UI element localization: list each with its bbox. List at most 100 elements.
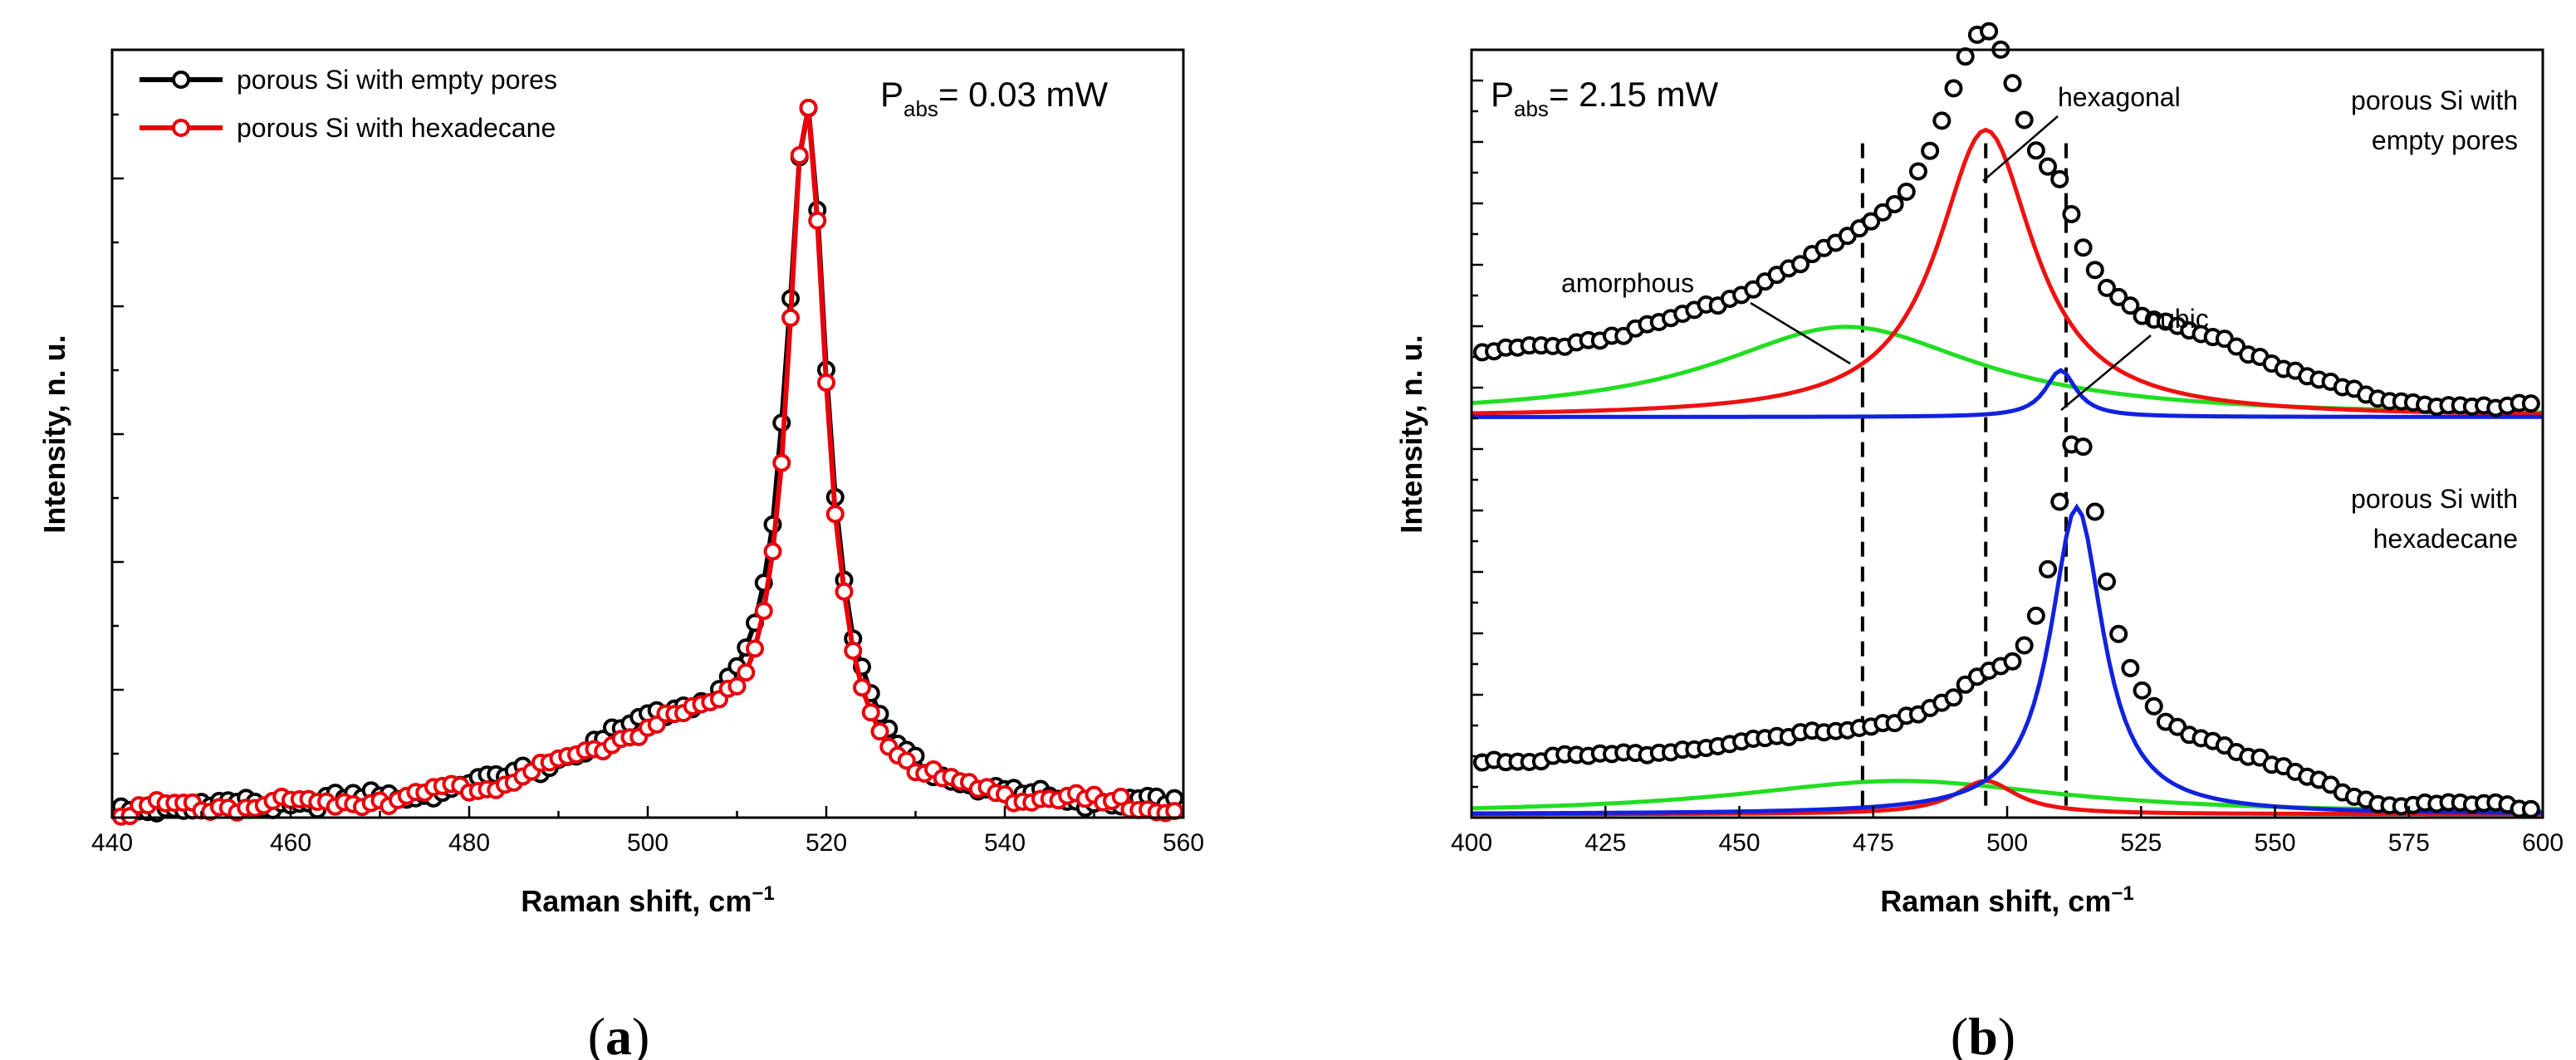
panel-label-a: (a) xyxy=(588,1007,650,1060)
data-point-empty-pores xyxy=(2039,157,2058,176)
x-tick-label-a: 560 xyxy=(1163,829,1204,857)
x-tick-label-b: 600 xyxy=(2522,829,2564,857)
x-tick-label-a: 480 xyxy=(448,829,490,857)
x-axis-label-b: Raman shift, cm−1 xyxy=(1880,882,2133,918)
data-point-hexadecane xyxy=(772,453,791,472)
pabs-sub-b: abs xyxy=(1514,96,1549,121)
data-point-hexadecane xyxy=(2085,502,2104,521)
data-point-empty-pores xyxy=(2097,278,2116,297)
data-point-empty-pores xyxy=(2085,261,2104,280)
data-point-empty-pores xyxy=(2109,287,2128,306)
data-point-empty-pores xyxy=(1908,162,1927,181)
chart-panel-b: 400 425 450 475 500 525 550 575 600 Pabs= 2.15 m… xyxy=(1394,22,2564,1060)
data-point-hexadecane xyxy=(2144,696,2163,716)
pabs-main-b: P xyxy=(1491,75,1514,114)
data-point-hexadecane xyxy=(870,722,889,741)
component-label-amorphous: amorphous xyxy=(1561,268,1694,298)
series-label-empty-pores-line2: empty pores xyxy=(2372,125,2518,155)
x-tick-label-a: 440 xyxy=(91,829,133,857)
data-point-hexadecane xyxy=(727,677,747,696)
series-label-empty-pores-line1: porous Si with xyxy=(2351,85,2518,115)
x-tick-label-b: 450 xyxy=(1718,829,1760,857)
pointer-hexagonal xyxy=(1982,115,2059,182)
x-axis-label-a: Raman shift, cm−1 xyxy=(521,882,774,918)
pointer-cubic xyxy=(2060,335,2152,411)
data-point-hexadecane xyxy=(2097,572,2116,591)
data-point-hexadecane xyxy=(2074,437,2093,457)
panel-label-b: (b) xyxy=(1951,1007,2015,1060)
x-tick-label-b: 475 xyxy=(1853,829,1894,857)
data-point-hexadecane xyxy=(2050,492,2069,511)
data-point-hexadecane xyxy=(2521,799,2540,818)
axes-frame-a xyxy=(110,48,1185,819)
data-point-hexadecane xyxy=(808,211,827,230)
data-point-hexadecane xyxy=(2026,606,2045,625)
data-point-empty-pores xyxy=(1791,255,1810,274)
data-point-hexadecane xyxy=(2109,624,2128,643)
data-point-hexadecane xyxy=(746,639,764,658)
x-tick-label-b: 550 xyxy=(2254,829,2295,857)
legend-a: porous Si with empty pores porous Si wit… xyxy=(140,65,557,143)
component-curve-cubic-empty-pores xyxy=(1471,368,2544,419)
data-point-empty-pores xyxy=(2050,169,2069,188)
data-point-empty-pores xyxy=(1862,212,1881,231)
x-tick-label-a: 540 xyxy=(984,829,1026,857)
pabs-value-b: = 2.15 mW xyxy=(1549,75,1719,114)
data-point-empty-pores xyxy=(1944,79,1963,98)
data-point-hexadecane xyxy=(825,505,845,524)
pointer-amorphous xyxy=(1750,301,1851,365)
series-label-hexadecane-line1: porous Si with xyxy=(2351,484,2518,514)
data-point-hexadecane xyxy=(2039,559,2058,579)
data-point-hexadecane xyxy=(781,308,800,327)
data-point-hexadecane xyxy=(1944,688,1963,707)
data-point-hexadecane xyxy=(844,641,863,660)
data-point-empty-pores xyxy=(1873,203,1893,222)
x-tick-label-b: 500 xyxy=(1986,829,2028,857)
data-point-hexadecane xyxy=(817,373,835,392)
data-point-hexadecane xyxy=(790,146,809,165)
x-tick-label-b: 525 xyxy=(2120,829,2162,857)
legend-label-hexadecane: porous Si with hexadecane xyxy=(237,113,556,143)
data-point-hexadecane xyxy=(754,601,773,620)
data-point-hexadecane xyxy=(737,663,756,682)
pabs-sub-a: abs xyxy=(904,96,938,121)
x-axis-ticks-a: 440 460 480 500 520 540 560 xyxy=(91,806,1204,857)
x-tick-label-a: 520 xyxy=(806,829,847,857)
component-curve-cubic-hexadecane xyxy=(1471,503,2544,816)
data-point-empty-pores xyxy=(2521,394,2540,413)
legend-marker-hexadecane xyxy=(172,119,190,137)
data-point-hexadecane xyxy=(861,703,880,722)
data-point-empty-pores xyxy=(2003,74,2022,93)
component-label-cubic: cubic xyxy=(2147,304,2209,334)
legend-label-empty-pores: porous Si with empty pores xyxy=(237,65,557,95)
data-point-hexadecane xyxy=(1111,787,1130,806)
pabs-annotation-a: Pabs= 0.03 mW xyxy=(880,75,1109,121)
chart-panel-a: 440 460 480 500 520 540 560 porous Si with emp… xyxy=(37,48,1204,1060)
plot-area-a xyxy=(111,98,1184,826)
data-point-hexadecane xyxy=(2121,658,2140,677)
x-tick-label-a: 500 xyxy=(627,829,668,857)
data-point-hexadecane xyxy=(2003,652,2022,671)
component-curve-hexagonal-empty-pores xyxy=(1471,127,2544,417)
x-tick-label-a: 460 xyxy=(270,829,311,857)
y-axis-label-a: Intensity, n. u. xyxy=(37,335,71,533)
data-point-hexadecane xyxy=(2015,636,2034,655)
data-point-hexadecane xyxy=(763,542,782,561)
y-axis-ticks-b xyxy=(1472,79,1483,789)
legend-marker-empty-pores xyxy=(172,71,190,89)
data-point-hexadecane xyxy=(897,751,916,770)
data-point-empty-pores xyxy=(2062,204,2081,223)
data-point-empty-pores xyxy=(1932,111,1952,130)
data-point-empty-pores xyxy=(1956,47,1975,66)
data-point-empty-pores xyxy=(1897,183,1916,202)
x-tick-label-b: 575 xyxy=(2388,829,2430,857)
data-point-empty-pores xyxy=(2015,110,2034,129)
data-point-empty-pores xyxy=(2121,296,2140,315)
data-point-empty-pores xyxy=(1980,22,1999,41)
series-label-hexadecane-line2: hexadecane xyxy=(2373,524,2518,554)
data-point-empty-pores xyxy=(1885,194,1904,213)
data-point-empty-pores xyxy=(2074,238,2093,257)
plot-area-b xyxy=(1471,22,2544,818)
pabs-annotation-b: Pabs= 2.15 mW xyxy=(1491,75,1719,121)
x-tick-label-b: 425 xyxy=(1584,829,1626,857)
